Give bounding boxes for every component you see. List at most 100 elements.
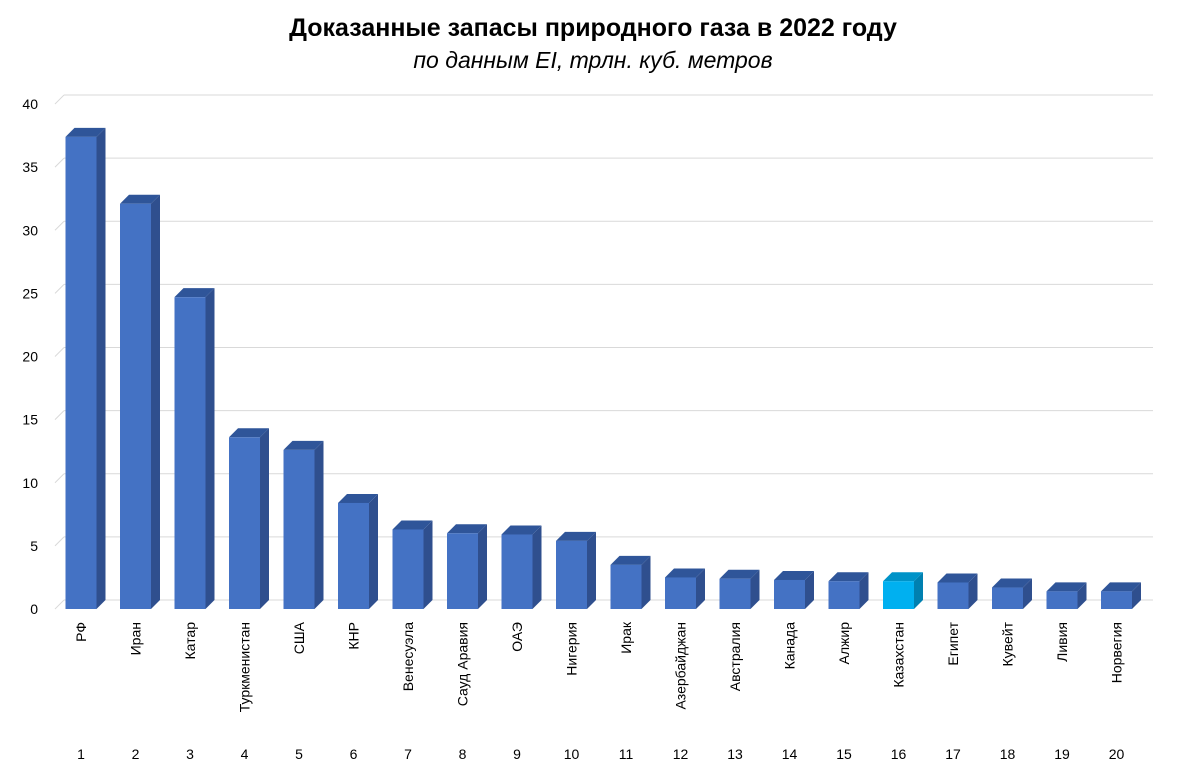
x-category-label: Венесуэла [400,622,416,691]
bar [556,531,596,609]
bar-side [532,525,542,609]
rank-label: 10 [564,746,580,762]
bar-front [992,587,1023,609]
bar-front [665,577,696,609]
bar-side [587,531,596,609]
bar-top [556,531,596,541]
bar [229,428,269,609]
bar-top [665,568,705,578]
y-tick-label: 5 [30,538,38,554]
x-category-label: Норвегия [1109,622,1125,683]
rank-label: 1 [77,746,85,762]
bar [65,127,106,609]
y-tick-label: 35 [22,159,38,175]
rank-label: 17 [945,746,961,762]
bar [501,525,542,609]
y-tick-label: 30 [22,222,38,238]
bars [65,127,1141,610]
rank-label: 19 [1054,746,1070,762]
bar [610,555,651,609]
bar-side [369,493,378,609]
x-category-label: Туркменистан [237,622,253,712]
y-tick-label: 0 [30,601,38,617]
bar [774,570,814,609]
bar-top [719,569,760,579]
rank-label: 20 [1109,746,1125,762]
bar [992,578,1032,609]
bar-front [883,581,914,609]
bar-front [174,297,206,609]
bar-top [828,572,869,582]
y-tick-label: 20 [22,349,38,365]
x-category-label: Иран [128,622,144,655]
gridline-diag [54,220,65,231]
bar-side [260,428,269,609]
x-category-label: ОАЭ [509,622,525,652]
gridlines [54,94,1153,610]
bar-top [392,520,433,530]
bar-front [447,533,478,609]
gridline-diag [54,599,65,610]
bar-top [610,555,651,565]
rank-label: 18 [1000,746,1016,762]
bar [883,572,923,609]
bar-front [229,437,260,609]
x-category-label: США [291,621,307,654]
x-category-label: РФ [73,622,89,642]
bar [1046,582,1087,609]
bar-front [719,578,751,609]
bar [1101,582,1141,609]
bar-side [478,524,487,609]
rank-label: 9 [513,746,521,762]
x-category-label: Азербайджан [673,622,689,710]
bar-front [283,449,315,609]
x-axis-labels: РФ Иран Катар Туркменистан США КНР Венесуэла Са… [73,621,1125,712]
bar [174,288,215,609]
rank-label: 5 [295,746,303,762]
bar-side [1023,578,1032,609]
rank-label: 7 [404,746,412,762]
bar [447,524,487,609]
x-category-label: Ирак [618,621,634,654]
bar-top [992,578,1032,588]
rank-label: 3 [186,746,194,762]
rank-labels: 1 2 3 4 5 6 7 8 9 10 11 12 13 14 15 16 17 18 19 20 [77,746,1124,762]
bar-side [805,570,814,609]
bar [120,194,160,610]
bar-front [828,581,860,609]
rank-label: 14 [782,746,798,762]
x-category-label: Ливия [1054,622,1070,662]
bar-top [447,524,487,534]
x-category-label: Сауд Аравия [455,622,471,706]
x-category-label: Казахстан [891,622,907,688]
rank-label: 6 [350,746,358,762]
bar-top [338,493,378,503]
rank-label: 12 [673,746,689,762]
rank-label: 16 [891,746,907,762]
x-category-label: Канада [782,622,798,670]
y-tick-label: 15 [22,412,38,428]
x-category-label: Кувейт [1000,621,1016,666]
bar [665,568,705,609]
y-tick-label: 25 [22,285,38,301]
bar-top [229,428,269,438]
y-tick-label: 10 [22,475,38,491]
gridline-diag [54,536,65,547]
bar-side [1132,582,1141,609]
bar-front [65,136,97,609]
rank-label: 15 [836,746,852,762]
rank-label: 8 [459,746,467,762]
bar-side [750,569,760,609]
bar-top [283,440,324,450]
bar-side [151,194,160,610]
bar-front [1101,591,1132,609]
bar-side [205,288,215,609]
bar-front [338,502,369,609]
y-tick-label: 40 [22,96,38,112]
bar-top [120,194,160,204]
bar-top [883,572,923,582]
bar-top [65,127,106,137]
gridline-diag [54,347,65,357]
bar-side [641,555,651,609]
